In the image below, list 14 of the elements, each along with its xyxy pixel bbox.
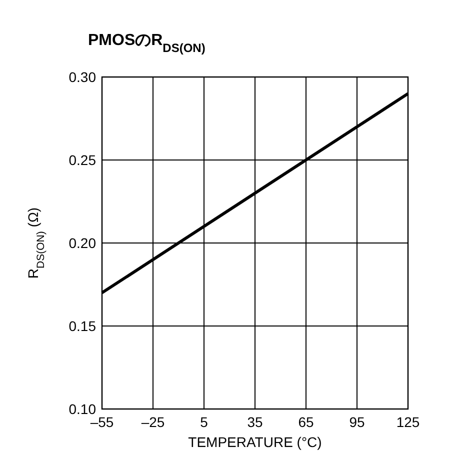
- y-tick-label: 0.30: [68, 69, 96, 85]
- x-tick-label: 65: [298, 414, 314, 430]
- y-tick-label: 0.10: [68, 401, 96, 417]
- y-tick-label: 0.15: [68, 318, 96, 334]
- y-tick-label: 0.25: [68, 152, 96, 168]
- x-tick-label: 95: [349, 414, 365, 430]
- x-axis-title: TEMPERATURE (°C): [188, 434, 322, 450]
- y-tick-label: 0.20: [68, 235, 96, 251]
- chart-title: PMOSのR$_{DS(ON)}$: [88, 32, 206, 55]
- x-tick-label: –25: [141, 414, 165, 430]
- x-tick-label: 35: [247, 414, 263, 430]
- x-tick-label: 5: [200, 414, 208, 430]
- x-tick-label: 125: [396, 414, 420, 430]
- x-tick-label: –55: [90, 414, 114, 430]
